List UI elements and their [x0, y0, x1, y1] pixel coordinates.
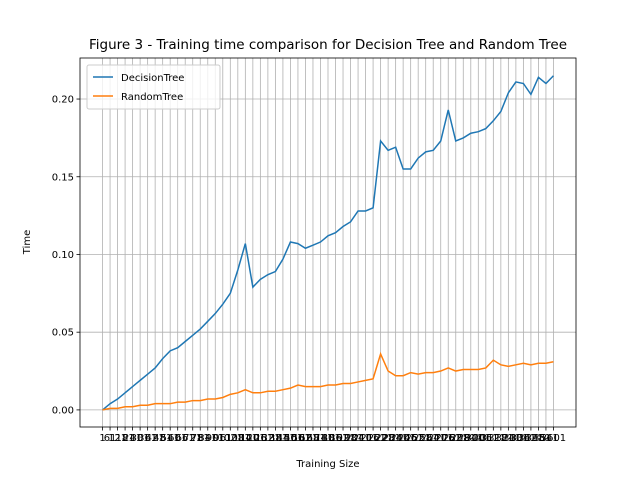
- x-tick-label: 901: [206, 433, 225, 444]
- x-tick-label: 1081: [225, 433, 250, 444]
- x-tick-label: 301: [131, 433, 150, 444]
- x-tick-label: 3361: [511, 433, 536, 444]
- x-tick-label: 1201: [240, 433, 265, 444]
- x-tick-label: 121: [108, 433, 127, 444]
- x-tick-label: 2701: [428, 433, 453, 444]
- x-tick-label: 3001: [466, 433, 491, 444]
- x-tick-label: 781: [191, 433, 210, 444]
- x-axis-label: Training Size: [295, 459, 359, 470]
- x-tick-label: 361: [138, 433, 157, 444]
- legend-label: RandomTree: [121, 92, 183, 103]
- x-tick-label: 1321: [255, 433, 280, 444]
- x-tick-label: 3061: [473, 433, 498, 444]
- x-tick-label: 2881: [451, 433, 476, 444]
- x-tick-label: 2941: [458, 433, 483, 444]
- x-tick-label: 2341: [383, 433, 408, 444]
- x-tick-label: 1921: [330, 433, 355, 444]
- x-tick-label: 2581: [413, 433, 438, 444]
- x-tick-label: 2821: [443, 433, 468, 444]
- x-tick-label: 481: [153, 433, 172, 444]
- data-line: [102, 75, 554, 411]
- x-tick-label: 3541: [533, 433, 558, 444]
- x-tick-label: 3421: [518, 433, 543, 444]
- x-tick-label: 661: [176, 433, 195, 444]
- x-tick-label: 2521: [405, 433, 430, 444]
- x-tick-label: 2761: [436, 433, 461, 444]
- x-tick-label: 2281: [375, 433, 400, 444]
- x-tick-label: 241: [123, 433, 142, 444]
- x-tick-label: 2461: [398, 433, 423, 444]
- x-tick-label: 3601: [541, 433, 566, 444]
- y-axis-label: Time: [22, 230, 33, 255]
- x-tick-label: 1381: [263, 433, 288, 444]
- y-tick-label: 0.20: [52, 95, 74, 106]
- x-tick-label: 2041: [345, 433, 370, 444]
- x-tick-label: 1801: [315, 433, 340, 444]
- x-tick-label: 2101: [353, 433, 378, 444]
- x-tick-label: 2401: [390, 433, 415, 444]
- y-tick-label: 0.10: [52, 250, 74, 261]
- x-tick-label: 961: [213, 433, 232, 444]
- x-tick-label: 1021: [218, 433, 243, 444]
- x-tick-label: 1261: [248, 433, 273, 444]
- x-tick-label: 3481: [526, 433, 551, 444]
- data-line: [102, 351, 554, 411]
- x-tick-label: 1681: [300, 433, 325, 444]
- x-tick-label: 841: [198, 433, 217, 444]
- x-tick-label: 1741: [308, 433, 333, 444]
- plot-frame: [79, 57, 577, 428]
- x-tick-label: 1141: [233, 433, 258, 444]
- x-tick-label: 421: [146, 433, 165, 444]
- x-tick-label: 601: [168, 433, 187, 444]
- y-tick-label: 0.00: [52, 405, 74, 416]
- x-tick-label: 3181: [488, 433, 513, 444]
- x-tick-label: 721: [183, 433, 202, 444]
- x-tick-label: 1561: [285, 433, 310, 444]
- x-tick-label: 541: [161, 433, 180, 444]
- x-tick-label: 2641: [420, 433, 445, 444]
- x-tick-label: 61: [104, 433, 117, 444]
- chart-title: Figure 3 - Training time comparison for …: [89, 37, 567, 53]
- x-tick-label: 3121: [481, 433, 506, 444]
- x-tick-label: 1501: [278, 433, 303, 444]
- x-tick-label: 3301: [503, 433, 528, 444]
- x-tick-label: 181: [116, 433, 135, 444]
- y-tick-label: 0.05: [52, 328, 74, 339]
- x-tick-label: 2221: [368, 433, 393, 444]
- x-tick-label: 1441: [270, 433, 295, 444]
- y-tick-label: 0.15: [52, 172, 74, 183]
- x-tick-label: 3241: [496, 433, 521, 444]
- legend-label: DecisionTree: [121, 73, 184, 84]
- x-tick-label: 2161: [360, 433, 385, 444]
- x-tick-label: 1861: [323, 433, 348, 444]
- x-tick-label: 1621: [293, 433, 318, 444]
- x-tick-label: 1: [99, 433, 105, 444]
- legend-box: [86, 64, 221, 110]
- x-tick-label: 1981: [338, 433, 363, 444]
